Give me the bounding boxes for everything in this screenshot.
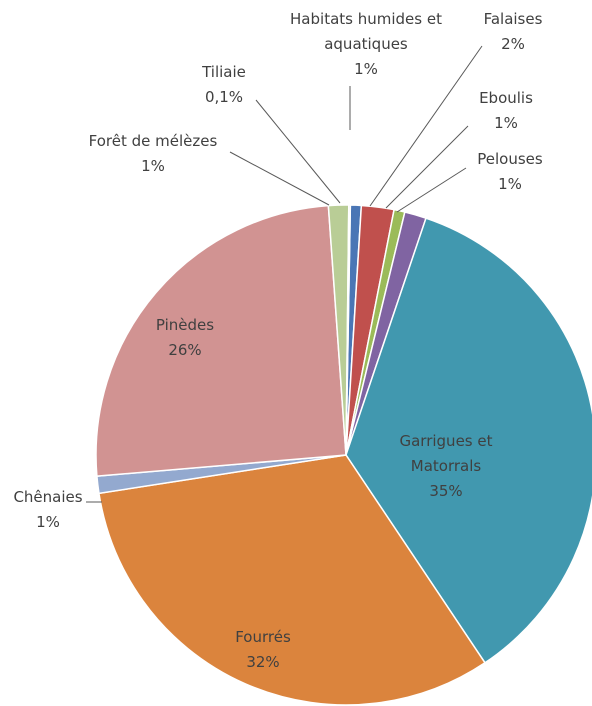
slice-label: Chênaies 1% (13, 488, 82, 531)
pie-slices (95, 204, 592, 706)
slice-name-label: Forêt de mélèzes (89, 132, 218, 150)
slice-value-label: 26% (168, 341, 201, 359)
slice-value-label: 1% (36, 513, 60, 531)
slice-name-label: Pelouses (477, 150, 543, 168)
slice-label: Garrigues et Matorrals 35% (399, 432, 492, 500)
slice-name-label: Garrigues et (399, 432, 492, 450)
slice-label: Falaises 2% (484, 10, 543, 53)
leader-lines (86, 45, 483, 503)
leader-line (369, 45, 483, 207)
slice-label: Fourrés 32% (235, 628, 291, 671)
leader-line (255, 99, 341, 204)
slice-value-label: 1% (354, 60, 378, 78)
slice-label: Pelouses 1% (477, 150, 543, 193)
leader-line (385, 125, 469, 209)
slice-name-label: Habitats humides et (290, 10, 442, 28)
slice-value-label: 0,1% (205, 88, 243, 106)
slice-value-label: 2% (501, 35, 525, 53)
slice-value-label: 1% (498, 175, 522, 193)
slice-label: Pinèdes 26% (156, 316, 214, 359)
slice-labels: Habitats humides et aquatiques 1% Falaises 2… (13, 10, 542, 671)
pie-slice (98, 454, 487, 706)
slice-name-label: Falaises (484, 10, 543, 28)
pie-slice (345, 204, 352, 456)
slice-label: Habitats humides et aquatiques 1% (290, 10, 442, 78)
slice-label: Tiliaie 0,1% (201, 63, 246, 106)
slice-label: Eboulis 1% (479, 89, 533, 132)
slice-name-label: Pinèdes (156, 316, 214, 334)
slice-name-label: Fourrés (235, 628, 291, 646)
slice-name-label: Matorrals (411, 457, 482, 475)
slice-value-label: 35% (429, 482, 462, 500)
slice-name-label: aquatiques (324, 35, 408, 53)
slice-label: Forêt de mélèzes 1% (89, 132, 218, 175)
slice-value-label: 32% (246, 653, 279, 671)
slice-value-label: 1% (494, 114, 518, 132)
leader-line (229, 151, 330, 206)
leader-line (396, 167, 467, 213)
slice-name-label: Eboulis (479, 89, 533, 107)
slice-name-label: Tiliaie (201, 63, 246, 81)
slice-value-label: 1% (141, 157, 165, 175)
slice-name-label: Chênaies (13, 488, 82, 506)
pie-slice (95, 204, 347, 477)
pie-slice (345, 217, 592, 664)
